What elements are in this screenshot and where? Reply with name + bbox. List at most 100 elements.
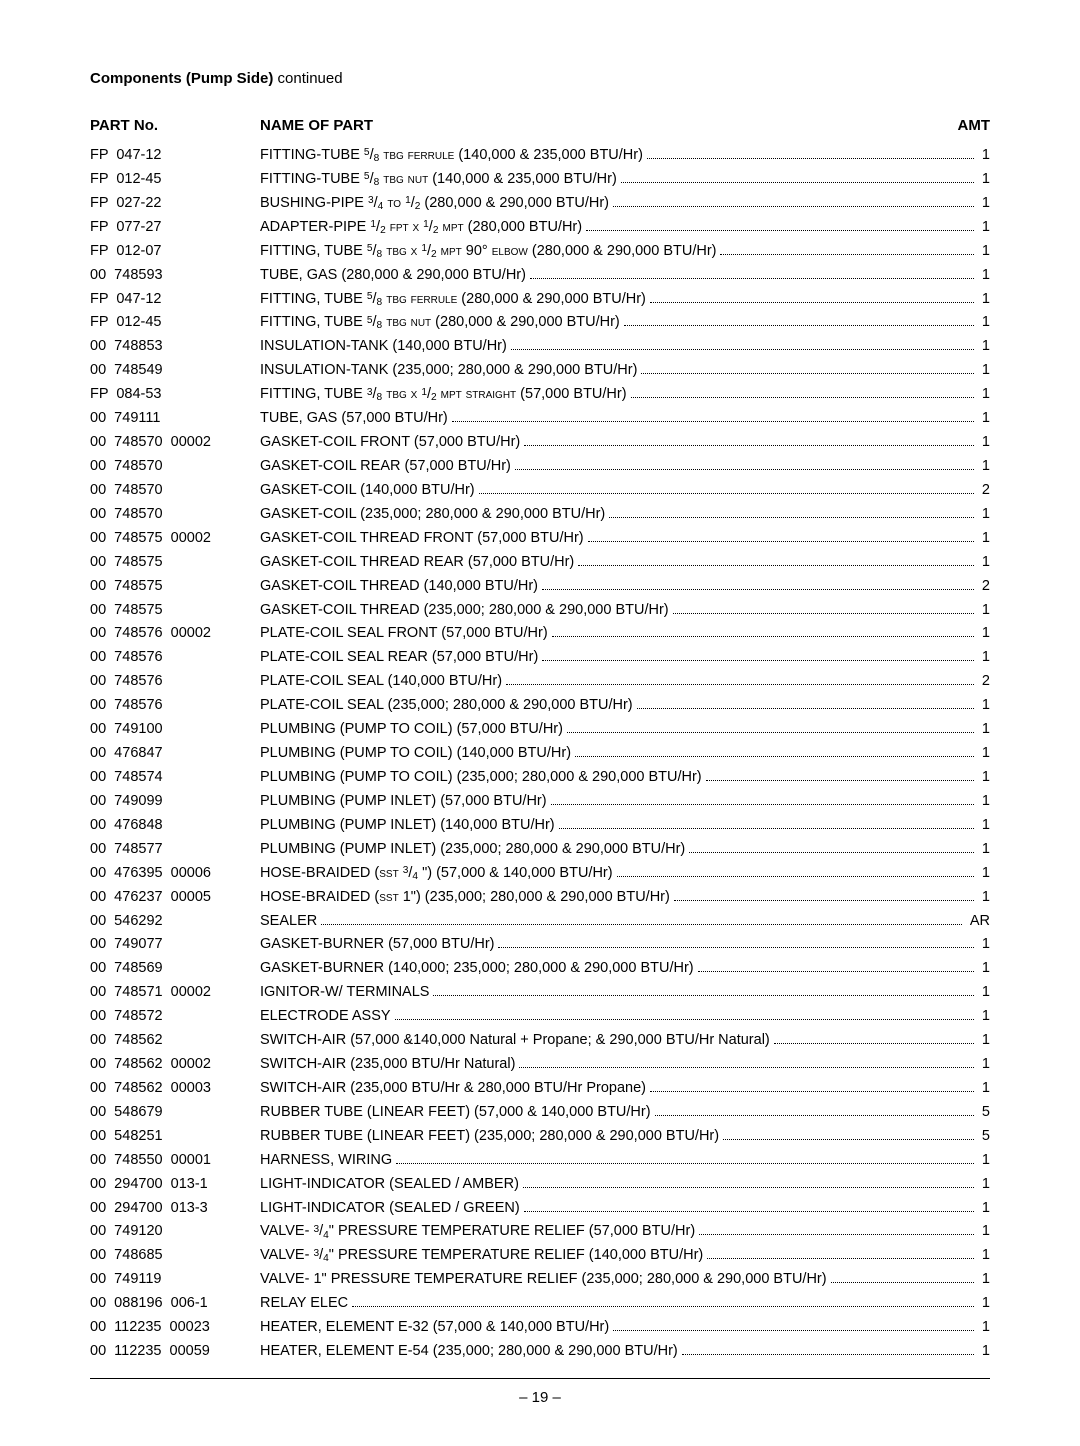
part-number: 00 294700 013-3 — [90, 1197, 260, 1221]
leader-dots — [498, 947, 973, 948]
part-row: 00 748575GASKET-COIL THREAD REAR (57,000… — [90, 551, 990, 575]
part-description: TUBE, GAS (57,000 BTU/Hr) — [260, 407, 448, 431]
part-amount: 1 — [978, 981, 990, 1005]
part-row: 00 748575 00002GASKET-COIL THREAD FRONT … — [90, 527, 990, 551]
part-number: FP 047-12 — [90, 144, 260, 168]
part-amount: 1 — [978, 1029, 990, 1053]
part-number: 00 748853 — [90, 335, 260, 359]
leader-dots — [682, 1354, 974, 1355]
part-row: 00 476848PLUMBING (PUMP INLET) (140,000 … — [90, 814, 990, 838]
part-amount: 1 — [978, 503, 990, 527]
part-number: 00 748562 00002 — [90, 1053, 260, 1077]
leader-dots — [524, 445, 974, 446]
part-amount: 5 — [978, 1101, 990, 1125]
part-number: 00 748562 — [90, 1029, 260, 1053]
leader-dots — [631, 397, 974, 398]
leader-dots — [720, 254, 973, 255]
part-amount: 1 — [978, 311, 990, 335]
part-number: 00 749100 — [90, 718, 260, 742]
part-description: GASKET-COIL THREAD FRONT (57,000 BTU/Hr) — [260, 527, 584, 551]
part-row: 00 748562 00002SWITCH-AIR (235,000 BTU/H… — [90, 1053, 990, 1077]
part-row: 00 748570GASKET-COIL (140,000 BTU/Hr)2 — [90, 479, 990, 503]
part-description: PLATE-COIL SEAL (235,000; 280,000 & 290,… — [260, 694, 633, 718]
leader-dots — [542, 589, 974, 590]
leader-dots — [699, 1234, 974, 1235]
part-number: 00 476847 — [90, 742, 260, 766]
part-amount: 1 — [978, 431, 990, 455]
part-number: 00 748685 — [90, 1244, 260, 1268]
part-description: PLUMBING (PUMP INLET) (57,000 BTU/Hr) — [260, 790, 547, 814]
section-title: Components (Pump Side) continued — [90, 70, 990, 87]
leader-dots — [774, 1043, 974, 1044]
part-amount: 1 — [978, 742, 990, 766]
part-row: 00 748549INSULATION-TANK (235,000; 280,0… — [90, 359, 990, 383]
part-description: PLATE-COIL SEAL REAR (57,000 BTU/Hr) — [260, 646, 538, 670]
parts-list: FP 047-12FITTING-TUBE 5/8 tbg ferrule (1… — [90, 144, 990, 1364]
part-description: SWITCH-AIR (235,000 BTU/Hr Natural) — [260, 1053, 515, 1077]
leader-dots — [523, 1187, 974, 1188]
part-row: FP 027-22BUSHING-PIPE 3/4 to 1/2 (280,00… — [90, 192, 990, 216]
part-description: HOSE-BRAIDED (sst 3/4 ") (57,000 & 140,0… — [260, 862, 613, 886]
part-row: 00 748575GASKET-COIL THREAD (235,000; 28… — [90, 599, 990, 623]
part-amount: 1 — [978, 551, 990, 575]
part-number: 00 748576 00002 — [90, 622, 260, 646]
part-description: SWITCH-AIR (235,000 BTU/Hr & 280,000 BTU… — [260, 1077, 646, 1101]
part-description: INSULATION-TANK (140,000 BTU/Hr) — [260, 335, 507, 359]
part-amount: 1 — [978, 144, 990, 168]
part-number: 00 748570 00002 — [90, 431, 260, 455]
part-description: FITTING, TUBE 5/8 tbg ferrule (280,000 &… — [260, 288, 646, 312]
part-amount: 1 — [978, 288, 990, 312]
header-amt: AMT — [940, 117, 990, 134]
part-row: 00 748550 00001HARNESS, WIRING1 — [90, 1149, 990, 1173]
leader-dots — [613, 1330, 974, 1331]
leader-dots — [706, 780, 974, 781]
part-amount: 1 — [978, 359, 990, 383]
part-description: GASKET-COIL REAR (57,000 BTU/Hr) — [260, 455, 511, 479]
leader-dots — [586, 230, 974, 231]
part-number: 00 112235 00023 — [90, 1316, 260, 1340]
leader-dots — [617, 876, 974, 877]
part-row: FP 012-45FITTING-TUBE 5/8 tbg nut (140,0… — [90, 168, 990, 192]
part-row: 00 749120VALVE- 3/4" PRESSURE TEMPERATUR… — [90, 1220, 990, 1244]
part-number: 00 748570 — [90, 455, 260, 479]
part-row: 00 476847PLUMBING (PUMP TO COIL) (140,00… — [90, 742, 990, 766]
header-name: NAME OF PART — [260, 117, 940, 134]
part-amount: 1 — [978, 599, 990, 623]
part-number: FP 012-07 — [90, 240, 260, 264]
part-number: 00 748575 — [90, 575, 260, 599]
part-amount: 1 — [978, 1077, 990, 1101]
part-amount: 1 — [978, 1005, 990, 1029]
leader-dots — [650, 1091, 974, 1092]
part-number: 00 476237 00005 — [90, 886, 260, 910]
part-number: 00 748577 — [90, 838, 260, 862]
part-description: ADAPTER-PIPE 1/2 fpt x 1/2 mpt (280,000 … — [260, 216, 582, 240]
part-amount: 1 — [978, 1053, 990, 1077]
part-description: GASKET-COIL THREAD REAR (57,000 BTU/Hr) — [260, 551, 574, 575]
part-amount: 1 — [978, 1340, 990, 1364]
part-amount: 1 — [978, 957, 990, 981]
part-number: 00 548679 — [90, 1101, 260, 1125]
part-row: FP 012-45FITTING, TUBE 5/8 tbg nut (280,… — [90, 311, 990, 335]
part-number: 00 748572 — [90, 1005, 260, 1029]
leader-dots — [723, 1139, 974, 1140]
part-description: RELAY ELEC — [260, 1292, 348, 1316]
part-number: 00 748575 — [90, 599, 260, 623]
part-description: PLUMBING (PUMP TO COIL) (235,000; 280,00… — [260, 766, 702, 790]
part-row: 00 748574PLUMBING (PUMP TO COIL) (235,00… — [90, 766, 990, 790]
leader-dots — [575, 756, 974, 757]
part-row: 00 748569GASKET-BURNER (140,000; 235,000… — [90, 957, 990, 981]
leader-dots — [321, 924, 962, 925]
part-description: SWITCH-AIR (57,000 &140,000 Natural + Pr… — [260, 1029, 770, 1053]
part-description: GASKET-BURNER (57,000 BTU/Hr) — [260, 933, 494, 957]
part-row: 00 748576PLATE-COIL SEAL (235,000; 280,0… — [90, 694, 990, 718]
part-number: 00 749120 — [90, 1220, 260, 1244]
part-description: GASKET-COIL (140,000 BTU/Hr) — [260, 479, 475, 503]
part-row: 00 548251RUBBER TUBE (LINEAR FEET) (235,… — [90, 1125, 990, 1149]
part-description: HEATER, ELEMENT E-32 (57,000 & 140,000 B… — [260, 1316, 609, 1340]
part-row: FP 084-53FITTING, TUBE 3/8 tbg x 1/2 mpt… — [90, 383, 990, 407]
part-amount: 1 — [978, 168, 990, 192]
leader-dots — [674, 900, 974, 901]
part-description: FITTING, TUBE 5/8 tbg x 1/2 mpt 90° elbo… — [260, 240, 716, 264]
part-number: 00 749111 — [90, 407, 260, 431]
part-number: FP 012-45 — [90, 168, 260, 192]
